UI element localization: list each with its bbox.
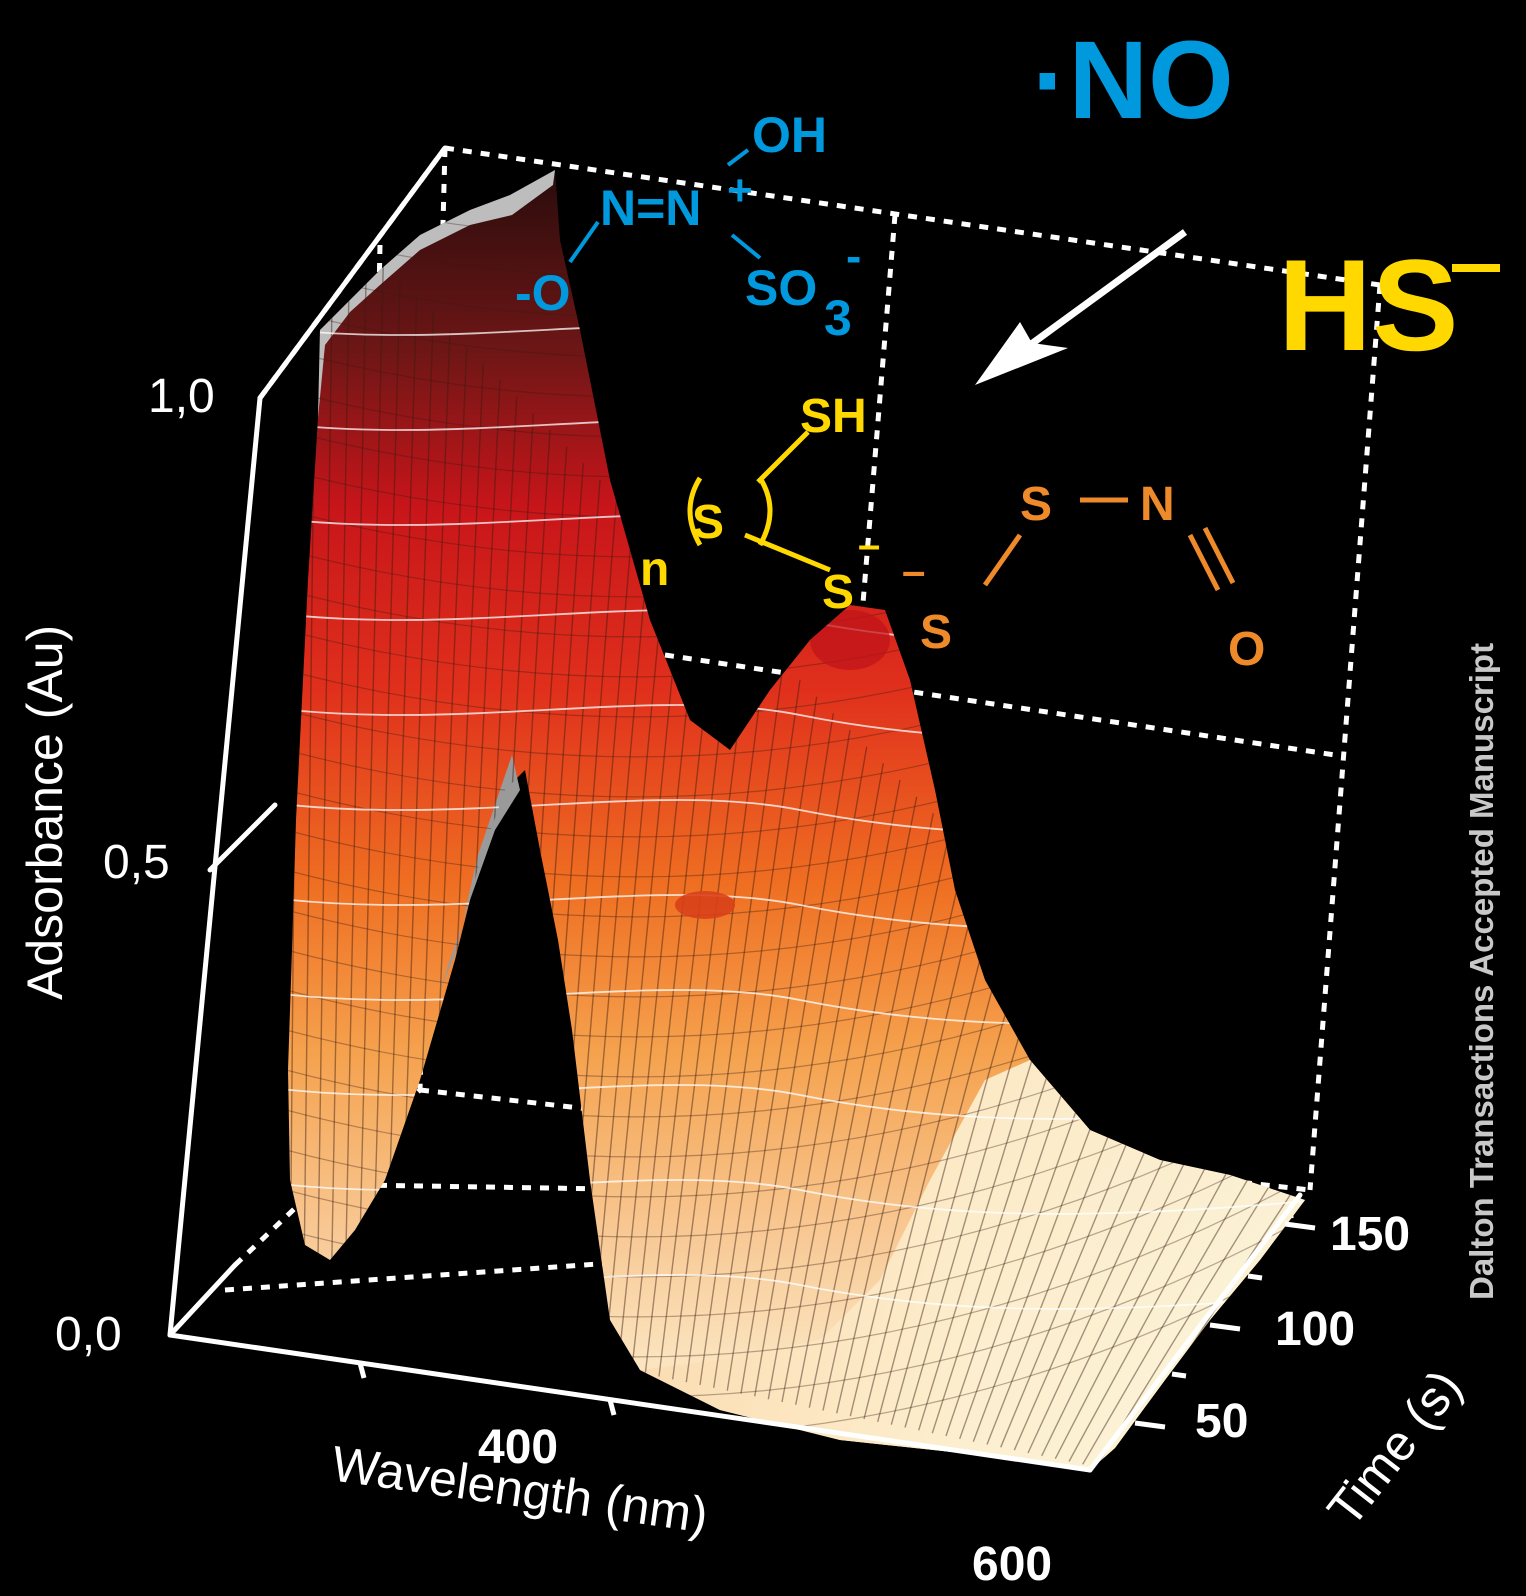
- x-tick-label-600: 600: [972, 1538, 1052, 1591]
- polysulfide-s-minus: S: [822, 566, 854, 619]
- thionitrite-structure: S N S O –: [902, 478, 1265, 676]
- x-tick-300: [357, 1362, 367, 1379]
- bond-n-o-double-a: [1187, 533, 1221, 592]
- mesh-line-wavelength: [849, 863, 984, 1417]
- axis-ticks: [357, 1221, 1316, 1430]
- z-top-side-edge: [257, 145, 448, 401]
- x-axis-line: [167, 1332, 1093, 1473]
- nitric-oxide-label: ·NO: [1032, 19, 1234, 142]
- polysulfide-paren-right: [757, 476, 773, 547]
- y-tick-label-150: 150: [1330, 1208, 1410, 1261]
- thionitrite-s2: S: [920, 606, 952, 659]
- mesh-line-wavelength: [357, 263, 384, 1315]
- z-mid-side-edge: [207, 802, 278, 873]
- mesh-line-wavelength: [1068, 1129, 1251, 1462]
- mesh-line-wavelength: [754, 746, 868, 1397]
- back-top-edge: [444, 145, 1381, 288]
- hydrosulfide-label: HS: [1278, 232, 1459, 378]
- mesh-line-wavelength: [617, 579, 701, 1369]
- polysulfide-sh: SH: [800, 390, 867, 443]
- bond-s-sh: [756, 430, 810, 484]
- tick-labels: 1,0 0,5 0,0 400 600 150 100 50: [55, 370, 1410, 1591]
- mesh-line-wavelength: [685, 663, 784, 1383]
- nonoate-n-n: N=N: [600, 180, 701, 236]
- nonoate-oh: OH: [752, 107, 827, 163]
- y-tick-label-100: 100: [1275, 1303, 1355, 1356]
- arrow-shaft: [1027, 229, 1188, 348]
- nonoate-subscript-3: 3: [824, 290, 852, 346]
- mesh-line-wavelength: [795, 796, 918, 1405]
- mesh-line-wavelength: [672, 646, 768, 1380]
- y-tick-50: [1134, 1420, 1166, 1430]
- mesh-line-wavelength: [385, 296, 418, 1320]
- inner-peak-highlight: [675, 891, 735, 919]
- mesh-line-wavelength: [740, 729, 851, 1394]
- mesh-line-wavelength: [1054, 1112, 1234, 1460]
- mesh-line-wavelength: [658, 629, 751, 1377]
- mesh-line-wavelength: [1095, 1162, 1284, 1468]
- polysulfide-paren-left: [687, 476, 703, 547]
- surface-shadow-fold: [440, 755, 520, 990]
- mesh-line-wavelength: [330, 229, 351, 1309]
- z-floor-side-edge: [167, 1262, 238, 1338]
- y-tick-75: [1171, 1371, 1187, 1379]
- x-tick-label-400: 400: [478, 1421, 558, 1474]
- y-axis-line: [1087, 1192, 1303, 1473]
- surface-floor-region: [640, 1060, 1305, 1470]
- mesh-line-wavelength: [699, 679, 801, 1386]
- mesh-line-wavelength: [781, 779, 901, 1403]
- nonoate-structure: OH N=N + -O SO 3 -: [515, 107, 861, 346]
- mesh-line-wavelength: [863, 879, 1001, 1420]
- bond-n-oh: [726, 148, 750, 167]
- mesh-line-wavelength: [371, 279, 401, 1318]
- mesh-line-wavelength: [836, 846, 968, 1414]
- bond-n-o-double-b: [1202, 526, 1236, 585]
- nonoate-o-minus: -O: [515, 265, 571, 321]
- z-tick-0-0: 0,0: [55, 1308, 122, 1361]
- polysulfide-charge: –: [858, 523, 880, 567]
- mesh-line-wavelength: [808, 813, 934, 1408]
- y-tick-label-50: 50: [1195, 1395, 1248, 1448]
- mesh-line-wavelength: [316, 213, 334, 1306]
- nonoate-plus: +: [727, 166, 753, 215]
- nonoate-so3: SO: [745, 260, 817, 316]
- surface-top-rim: [318, 170, 555, 418]
- thionitrite-n: N: [1140, 478, 1175, 531]
- axes-frame: [167, 145, 1303, 1473]
- y-tick-150: [1284, 1221, 1316, 1231]
- bond-s-s-orange: [982, 533, 1023, 587]
- mesh-line-wavelength: [590, 546, 668, 1363]
- mesh-line-wavelength: [822, 829, 951, 1411]
- peak-highlight: [810, 610, 890, 670]
- journal-watermark: Dalton Transactions Accepted Manuscript: [1463, 643, 1500, 1300]
- reaction-arrow: [975, 229, 1188, 385]
- nonoate-so3-charge: -: [846, 230, 861, 282]
- mesh-line-wavelength: [767, 763, 884, 1400]
- y-tick-100: [1209, 1322, 1241, 1332]
- z-tick-0-5: 0,5: [103, 836, 170, 889]
- polysulfide-structure: SH S n S –: [640, 390, 880, 619]
- arrow-head: [975, 322, 1068, 385]
- thionitrite-s1: S: [1020, 478, 1052, 531]
- x-tick-400: [607, 1399, 617, 1416]
- bond-s-s: [744, 532, 831, 573]
- bond-n-so3: [730, 233, 762, 260]
- bond-n-o: [568, 220, 600, 264]
- polysulfide-n: n: [640, 543, 669, 596]
- mesh-line-wavelength: [713, 696, 818, 1388]
- z-tick-1-0: 1,0: [148, 370, 215, 423]
- z-axis-title: Adsorbance (Au): [17, 625, 73, 1000]
- thionitrite-o: O: [1228, 623, 1265, 676]
- back-mid-horizontal: [664, 652, 1336, 758]
- back-right-edge: [1307, 284, 1383, 1191]
- y-tick-125: [1247, 1273, 1263, 1281]
- mesh-line-wavelength: [603, 563, 684, 1366]
- mesh-line-wavelength: [344, 246, 368, 1312]
- y-axis-title: Time (s): [1317, 1359, 1473, 1536]
- thionitrite-charge: –: [902, 547, 925, 594]
